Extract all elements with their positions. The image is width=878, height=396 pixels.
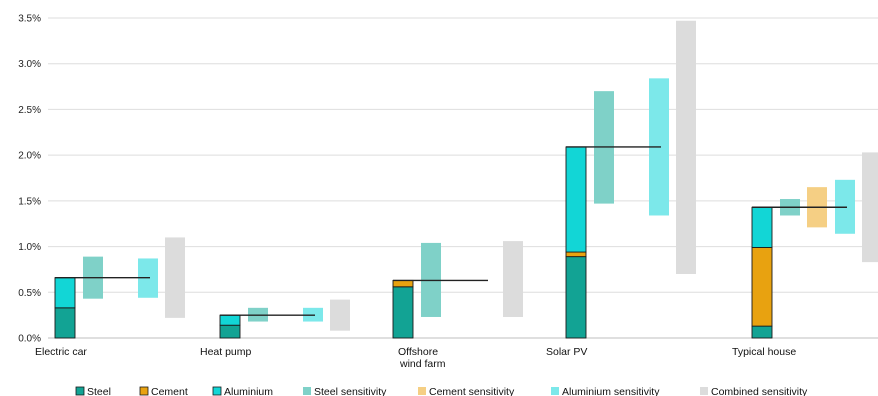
category-group: [565, 20, 696, 339]
gridlines: [48, 17, 878, 339]
y-tick-label: 3.5%: [18, 14, 41, 25]
y-tick-label: 0.0%: [18, 334, 41, 345]
combined-sensitivity-range: [676, 20, 696, 274]
aluminium-segment: [219, 314, 241, 326]
legend-item: Aluminium: [212, 386, 273, 396]
cement-segment: [392, 279, 414, 288]
aluminium-segment: [54, 277, 76, 309]
combined-sensitivity-range: [165, 237, 185, 318]
legend-swatch: [551, 387, 559, 395]
category-label: Typical house: [732, 346, 796, 358]
category-label-line: Typical house: [732, 346, 796, 358]
y-tick-label: 2.0%: [18, 151, 41, 162]
legend-swatch: [139, 386, 149, 396]
combined-sensitivity-range: [503, 241, 523, 317]
legend-item: Aluminium sensitivity: [551, 386, 660, 396]
y-tick-label: 1.0%: [18, 242, 41, 253]
legend-swatch: [212, 386, 222, 396]
cement-segment: [565, 251, 587, 258]
legend-swatch: [418, 387, 426, 395]
combined-sensitivity-range: [330, 299, 350, 331]
aluminium-segment: [751, 206, 773, 248]
category-group: [54, 237, 185, 339]
legend-item: Steel: [75, 386, 111, 396]
category-label: Heat pump: [200, 346, 252, 358]
category-label-line: Offshore: [398, 346, 438, 358]
category-group: [392, 241, 523, 339]
legend-swatch: [75, 386, 85, 396]
category-group: [219, 299, 350, 339]
legend-label: Combined sensitivity: [711, 386, 808, 396]
legend-label: Aluminium: [224, 386, 273, 396]
category-label-line: wind farm: [399, 358, 446, 370]
category-labels: Electric car Heat pump Offshore wind farm So…: [35, 346, 796, 370]
legend-item: Steel sensitivity: [303, 386, 387, 396]
legend-swatch: [700, 387, 708, 395]
category-label-line: Solar PV: [546, 346, 587, 358]
steel-segment: [751, 325, 773, 339]
category-label: Offshore wind farm: [398, 346, 446, 370]
legend-label: Steel sensitivity: [314, 386, 387, 396]
y-tick-label: 1.5%: [18, 196, 41, 207]
combined-sensitivity-range: [862, 152, 878, 263]
cement-segment: [751, 247, 773, 327]
legend-item: Combined sensitivity: [700, 386, 808, 396]
steel-segment: [219, 324, 241, 339]
legend-label: Cement sensitivity: [429, 386, 515, 396]
y-tick-label: 0.5%: [18, 288, 41, 299]
steel-segment: [392, 286, 414, 339]
y-tick-label: 3.0%: [18, 59, 41, 70]
legend-swatch: [303, 387, 311, 395]
y-axis-tick-labels: 0.0% 0.5% 1.0% 1.5% 2.0% 2.5% 3.0% 3.5%: [18, 14, 41, 345]
legend-item: Cement: [139, 386, 188, 396]
category-label-line: Electric car: [35, 346, 87, 358]
aluminium-segment: [565, 146, 587, 253]
category-group: [751, 152, 878, 339]
legend-label: Steel: [87, 386, 111, 396]
category-label: Solar PV: [546, 346, 587, 358]
category-label-line: Heat pump: [200, 346, 252, 358]
steel-segment: [54, 307, 76, 339]
legend-label: Aluminium sensitivity: [562, 386, 660, 396]
legend: Steel Cement Aluminium Steel sensitivity Cem…: [75, 386, 808, 396]
legend-label: Cement: [151, 386, 188, 396]
y-tick-label: 2.5%: [18, 105, 41, 116]
category-label: Electric car: [35, 346, 87, 358]
bar-groups: [54, 20, 878, 339]
steel-segment: [565, 256, 587, 339]
legend-item: Cement sensitivity: [418, 386, 515, 396]
